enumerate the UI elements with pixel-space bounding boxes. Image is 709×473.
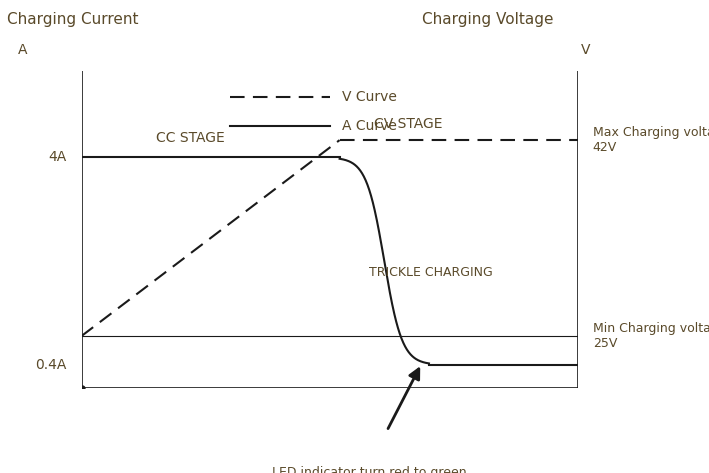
Text: 4A: 4A: [48, 150, 67, 165]
Text: LED indicator turn red to green
when current less than 0.4A: LED indicator turn red to green when cur…: [272, 465, 467, 473]
Text: V: V: [581, 43, 591, 57]
Text: A: A: [18, 43, 27, 57]
Text: Min Charging voltage
25V: Min Charging voltage 25V: [593, 322, 709, 350]
Text: Charging Current: Charging Current: [7, 12, 138, 27]
Text: CV STAGE: CV STAGE: [374, 117, 443, 131]
Text: CC STAGE: CC STAGE: [157, 131, 225, 145]
Text: 0.4A: 0.4A: [35, 358, 67, 372]
Text: Max Charging voltage
42V: Max Charging voltage 42V: [593, 126, 709, 154]
Text: A Curve: A Curve: [342, 119, 397, 133]
Text: Charging Voltage: Charging Voltage: [422, 12, 553, 27]
Text: TRICKLE CHARGING: TRICKLE CHARGING: [369, 266, 493, 279]
Text: V Curve: V Curve: [342, 90, 397, 104]
